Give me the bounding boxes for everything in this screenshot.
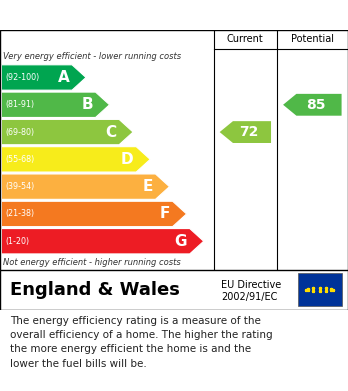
Text: (81-91): (81-91) [6,100,35,109]
Text: D: D [121,152,133,167]
Text: G: G [174,234,187,249]
Text: (21-38): (21-38) [6,210,35,219]
Text: (1-20): (1-20) [6,237,30,246]
Text: C: C [105,125,116,140]
Text: Not energy efficient - higher running costs: Not energy efficient - higher running co… [3,258,181,267]
Polygon shape [1,92,110,117]
Text: (39-54): (39-54) [6,182,35,191]
Polygon shape [1,65,86,90]
Text: (55-68): (55-68) [6,155,35,164]
Text: England & Wales: England & Wales [10,281,180,299]
Polygon shape [1,201,187,227]
Text: Energy Efficiency Rating: Energy Efficiency Rating [10,7,220,23]
Polygon shape [283,94,342,116]
Text: Very energy efficient - lower running costs: Very energy efficient - lower running co… [3,52,182,61]
Text: A: A [57,70,69,85]
Bar [298,273,342,306]
Text: 85: 85 [306,98,326,112]
Text: E: E [142,179,153,194]
Text: (69-80): (69-80) [6,127,35,136]
Text: 2002/91/EC: 2002/91/EC [221,292,277,302]
Polygon shape [1,119,133,145]
Text: B: B [81,97,93,112]
Polygon shape [220,121,271,143]
Polygon shape [1,229,204,254]
Text: EU Directive: EU Directive [221,280,281,290]
Text: (92-100): (92-100) [6,73,40,82]
Text: Current: Current [227,34,264,44]
Polygon shape [1,174,169,199]
Text: Potential: Potential [291,34,334,44]
Text: 72: 72 [239,125,258,139]
Text: The energy efficiency rating is a measure of the
overall efficiency of a home. T: The energy efficiency rating is a measur… [10,316,273,369]
Text: F: F [159,206,170,221]
Polygon shape [1,147,150,172]
